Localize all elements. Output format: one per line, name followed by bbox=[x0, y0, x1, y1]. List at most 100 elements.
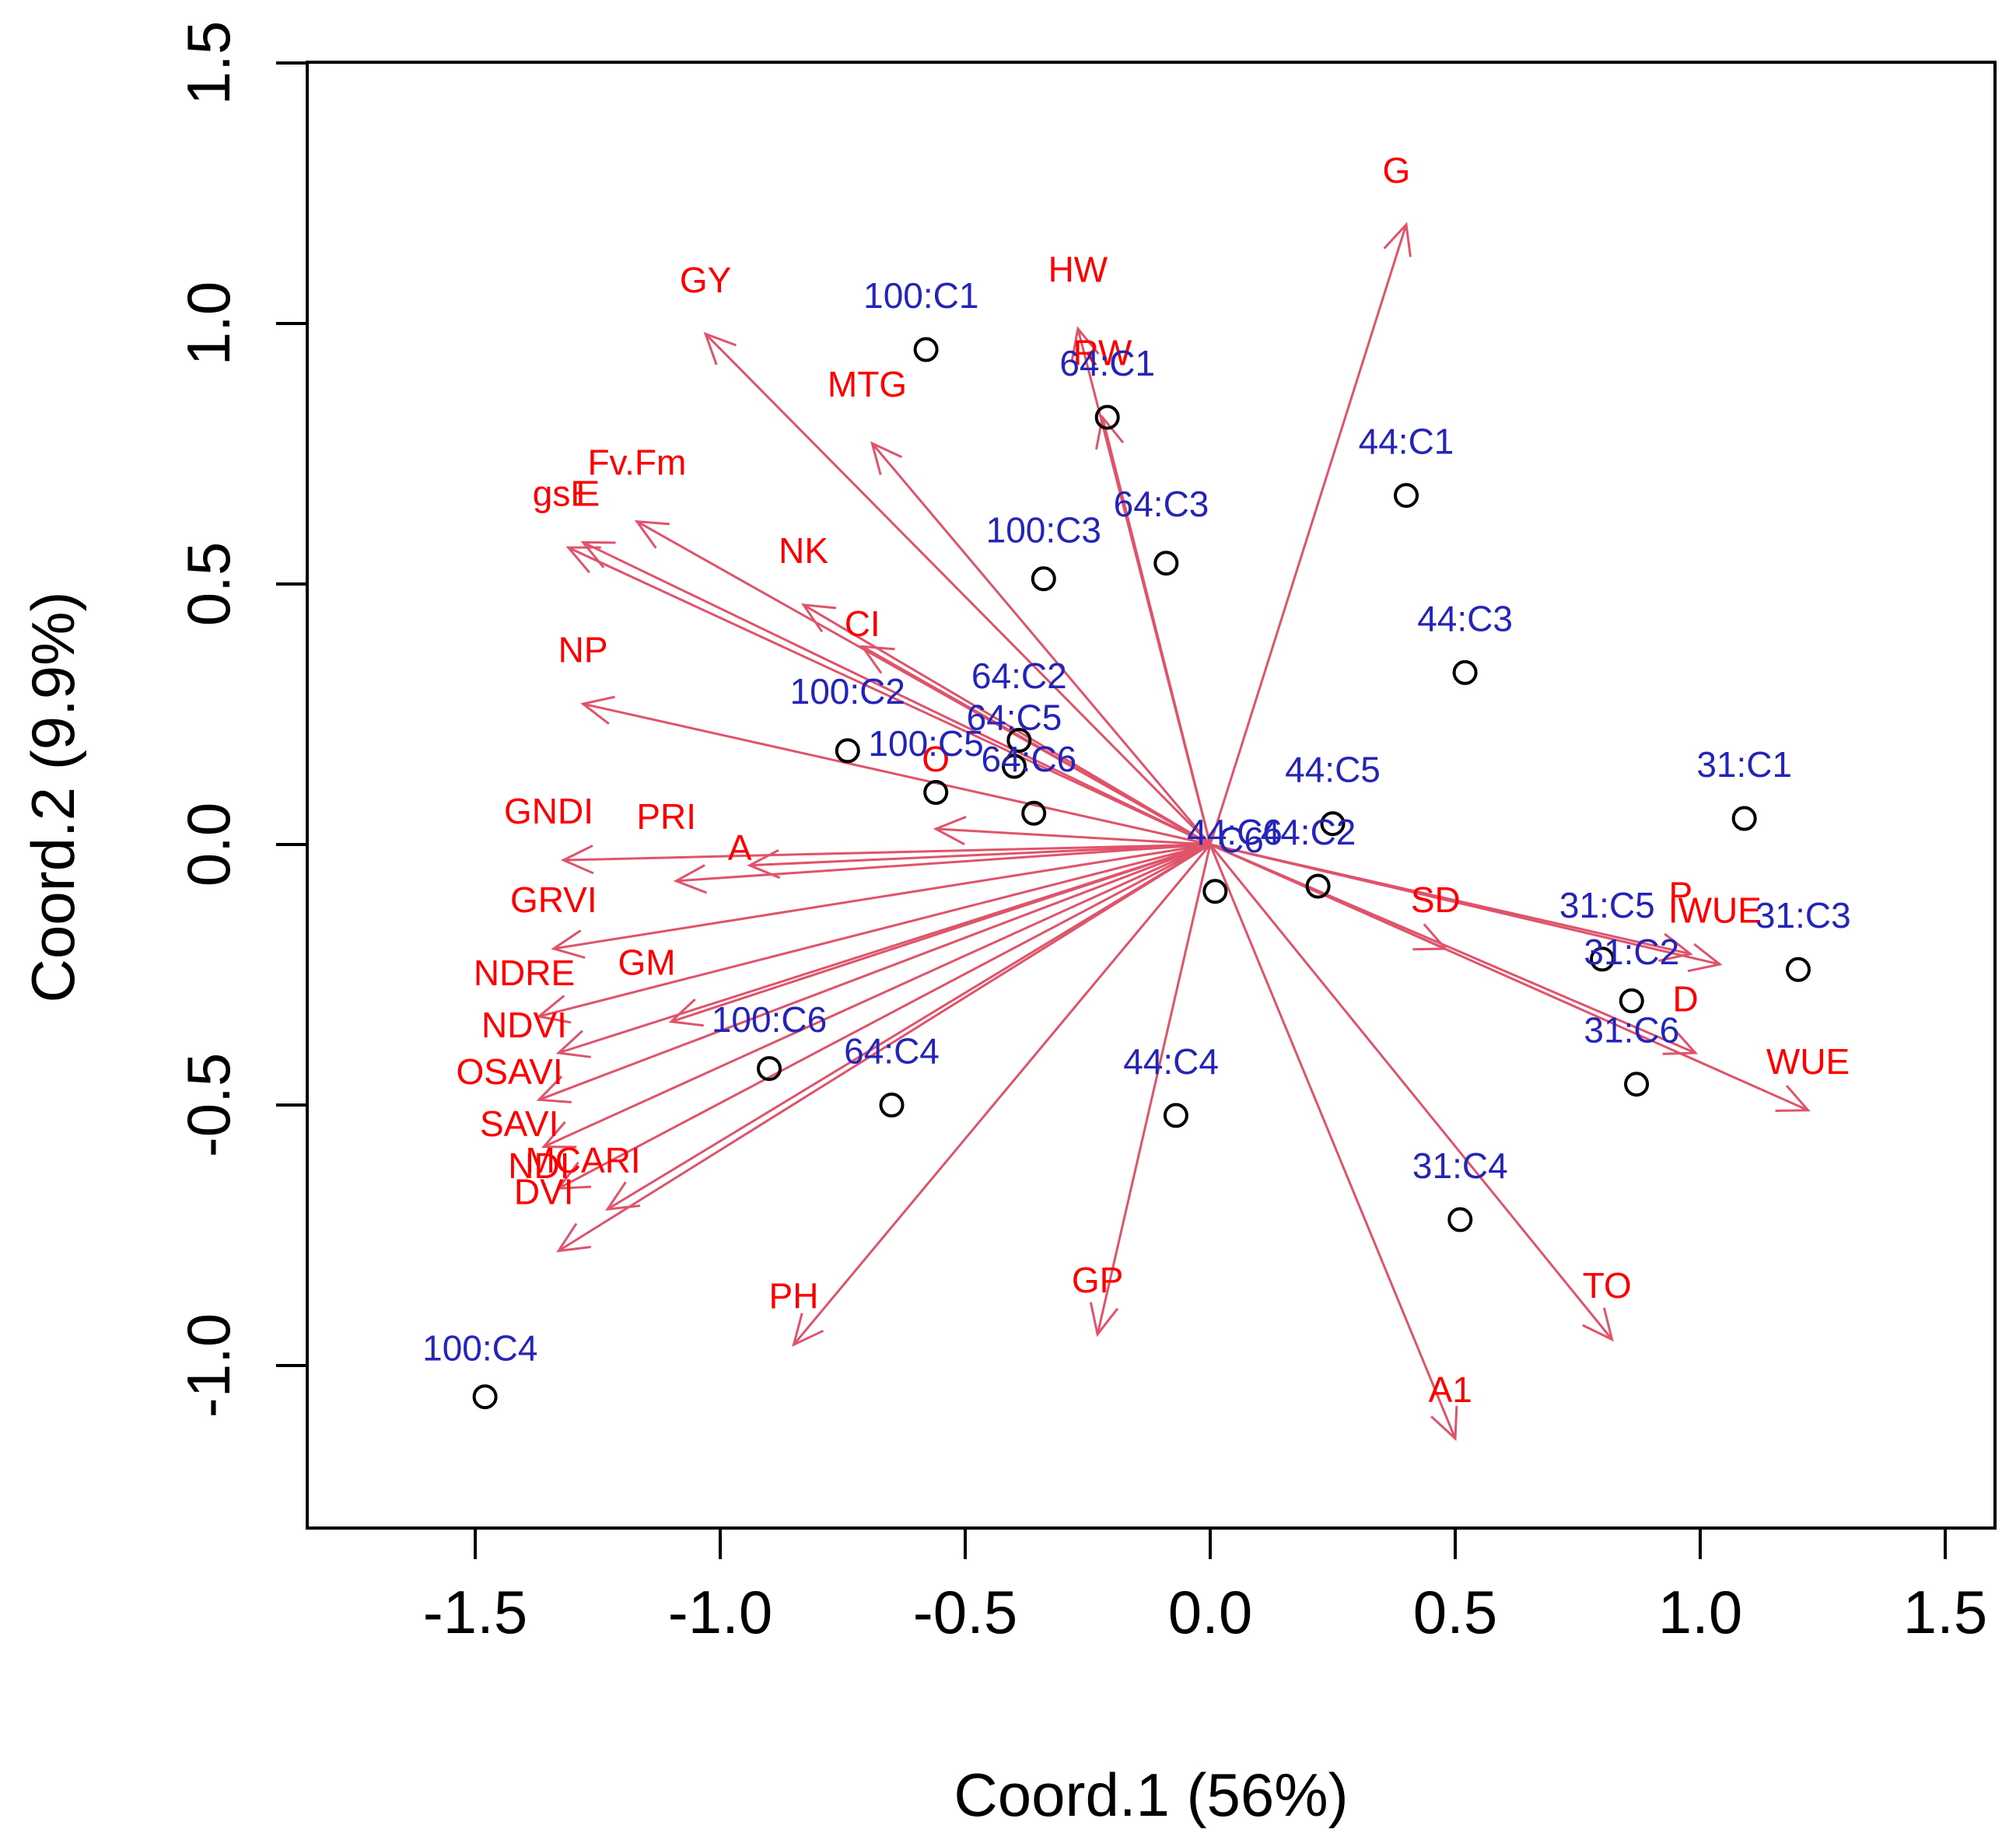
observation-label: 100:C6 bbox=[712, 999, 827, 1040]
variable-arrow-savi bbox=[541, 843, 1211, 1149]
variable-arrow-rw bbox=[1095, 414, 1212, 845]
arrow-head bbox=[1662, 1027, 1698, 1055]
variable-label: D bbox=[1672, 978, 1698, 1019]
observation-label: 31:C6 bbox=[1584, 1010, 1679, 1051]
origin-label: C6 bbox=[1218, 820, 1264, 860]
observation-point bbox=[757, 1056, 782, 1082]
observation-point bbox=[1094, 404, 1120, 430]
arrow-head bbox=[859, 645, 895, 674]
observation-label: 64:C2 bbox=[971, 656, 1067, 696]
observation-label: 31:C4 bbox=[1412, 1145, 1508, 1186]
observation-label: 100:C5 bbox=[868, 723, 983, 764]
variable-label: SAVI bbox=[480, 1103, 558, 1144]
variable-arrow-gy bbox=[703, 331, 1212, 846]
y-tick-label: 0.0 bbox=[174, 803, 243, 887]
observation-point bbox=[1163, 1103, 1188, 1128]
variable-arrow-ndvi bbox=[555, 843, 1211, 1058]
observation-point bbox=[1021, 800, 1047, 826]
arrow-head bbox=[541, 1121, 577, 1149]
arrow-shaft bbox=[582, 541, 1211, 846]
variable-arrow-to bbox=[1209, 844, 1614, 1342]
arrow-shaft bbox=[1209, 843, 1720, 966]
x-tick-label: -0.5 bbox=[913, 1578, 1017, 1646]
observation-point bbox=[923, 780, 949, 805]
plot-frame bbox=[306, 61, 1997, 1530]
arrow-head bbox=[792, 1313, 824, 1347]
variable-label: GM bbox=[618, 942, 675, 983]
arrow-shaft bbox=[1096, 844, 1212, 1335]
arrow-head bbox=[1687, 942, 1723, 973]
variable-arrow-iwue bbox=[1209, 843, 1723, 973]
arrow-head bbox=[565, 546, 601, 574]
observation-point bbox=[1006, 728, 1032, 753]
variable-label: TO bbox=[1583, 1265, 1632, 1306]
variable-arrow-grvi bbox=[551, 843, 1211, 960]
variable-label: WUE bbox=[1766, 1041, 1850, 1082]
arrow-shaft bbox=[538, 843, 1211, 1101]
y-axis-title: Coord.2 (9.9%) bbox=[19, 592, 87, 1003]
observation-point bbox=[1786, 956, 1811, 982]
observation-point bbox=[1002, 754, 1027, 779]
variable-label: GY bbox=[680, 260, 731, 300]
arrow-head bbox=[560, 845, 594, 875]
x-tick-label: -1.5 bbox=[423, 1578, 527, 1646]
variable-label: IWUE bbox=[1668, 890, 1762, 931]
variable-arrow-e bbox=[580, 540, 1211, 846]
variable-arrow-wue bbox=[1209, 843, 1811, 1112]
observation-point bbox=[472, 1384, 498, 1410]
observation-point bbox=[879, 1093, 905, 1117]
observation-label: 31:C5 bbox=[1559, 885, 1655, 925]
y-tick-label: 1.5 bbox=[174, 21, 243, 105]
observation-label: 64:C3 bbox=[1114, 484, 1209, 524]
axis-layer: -1.5 -1.0 -0.5 0.0 0.5 1.0 1.5 -1.0 -0.5 0.0 0.5 1.… bbox=[174, 21, 1987, 1646]
variable-label: P bbox=[1668, 874, 1692, 915]
arrow-head bbox=[1658, 932, 1693, 963]
observation-point bbox=[913, 337, 939, 362]
arrow-shaft bbox=[538, 843, 1211, 1018]
arrow-head bbox=[555, 1030, 591, 1058]
variable-arrow-gm bbox=[668, 843, 1211, 1027]
x-tick-label: 1.5 bbox=[1903, 1578, 1987, 1646]
variable-arrow-osavi bbox=[536, 843, 1211, 1103]
variable-label: PRI bbox=[636, 796, 696, 837]
observation-point bbox=[1305, 873, 1331, 899]
arrow-shaft bbox=[1209, 843, 1809, 1112]
observation-label: 31:C1 bbox=[1696, 744, 1792, 785]
variable-label: Fv.Fm bbox=[587, 442, 686, 482]
arrow-head bbox=[580, 695, 615, 725]
arrow-head bbox=[870, 441, 903, 476]
arrow-shaft bbox=[936, 827, 1211, 846]
variable-label: NP bbox=[558, 630, 608, 670]
variable-label: E bbox=[576, 474, 600, 514]
arrow-shaft bbox=[1209, 844, 1457, 1439]
arrow-shaft bbox=[558, 843, 1211, 1252]
observation-label: 44:C1 bbox=[1359, 421, 1454, 462]
arrow-head bbox=[555, 1161, 592, 1190]
arrow-head bbox=[536, 995, 572, 1024]
x-tick-label: 1.0 bbox=[1658, 1578, 1742, 1646]
variable-label: O bbox=[922, 739, 950, 779]
observation-label: 100:C3 bbox=[986, 509, 1101, 550]
arrow-shaft bbox=[558, 843, 1211, 1190]
variable-arrow-ph bbox=[792, 844, 1212, 1347]
observation-label: 100:C4 bbox=[422, 1327, 537, 1368]
arrow-head bbox=[1070, 326, 1100, 362]
arrow-shaft bbox=[563, 843, 1211, 862]
observation-point bbox=[1590, 946, 1615, 972]
observation-point bbox=[1153, 551, 1179, 576]
observation-label: 100:C1 bbox=[863, 275, 978, 316]
variable-label: OSAVI bbox=[456, 1051, 562, 1092]
variable-label: gsE bbox=[533, 474, 594, 514]
variable-arrow-a bbox=[747, 843, 1211, 880]
observation-point bbox=[1447, 1207, 1473, 1233]
variable-arrow-dvi bbox=[556, 843, 1211, 1253]
observation-points bbox=[472, 337, 1811, 1410]
x-axis-title: Coord.1 (56%) bbox=[954, 1761, 1348, 1829]
variable-arrow-o bbox=[933, 815, 1211, 846]
observation-point bbox=[1394, 483, 1419, 509]
variable-label: CI bbox=[845, 603, 880, 644]
observation-point bbox=[835, 738, 860, 764]
observation-label: 64:C6 bbox=[982, 739, 1077, 779]
arrow-shaft bbox=[676, 843, 1211, 883]
